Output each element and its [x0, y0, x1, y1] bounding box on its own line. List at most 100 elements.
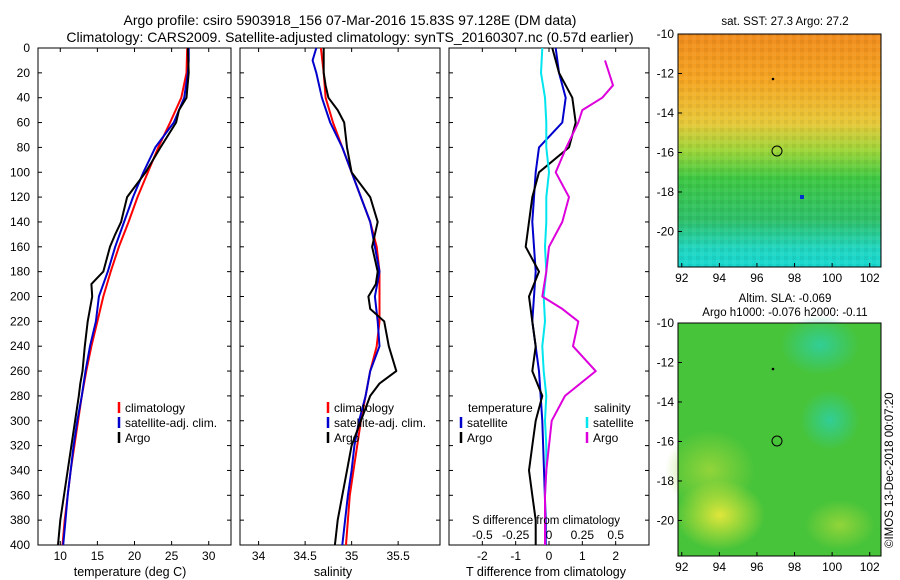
sst-map: 92 94 96 98 100 102 -10 -12 -14 -16 -18 -20: [657, 27, 882, 285]
series-line-climatology: [61, 47, 189, 546]
map-y-tick-label: -12: [657, 355, 675, 369]
x-tick-label: 25: [165, 549, 179, 563]
map-y-tick-label: -18: [657, 474, 675, 488]
s-difference-axis-label: S difference from climatology: [472, 515, 620, 527]
map-x-tick-label: 92: [675, 560, 689, 574]
x-tick-label: 34.5: [293, 549, 317, 563]
map-y-tick-label: -14: [657, 395, 675, 409]
map-x-tick-label: 100: [822, 560, 842, 574]
series-line-climatology: [319, 47, 381, 546]
sla-map-title1: Altim. SLA: -0.069: [739, 293, 832, 305]
s-diff-tick-label: -0.25: [502, 528, 530, 542]
map-x-tick-label: 96: [750, 271, 764, 285]
map-y-tick-label: -10: [657, 27, 675, 41]
sla-map-x-ticks: 92 94 96 98 100 102: [675, 552, 880, 574]
x-tick-label: 30: [202, 549, 216, 563]
depth-tick-label: 220: [10, 314, 30, 328]
depth-axis-ticks: 0 20 40 60 80 100 120 140 160 180 200 220 240 260 280 3…: [10, 41, 649, 552]
x-tick-label: 35.5: [386, 549, 410, 563]
legend-salinity-title: salinity: [594, 401, 631, 415]
map-y-tick-label: -12: [657, 66, 675, 80]
sla-map-title2: Argo h1000: -0.076 h2000: -0.11: [702, 307, 867, 319]
x-tick-label: 20: [128, 549, 142, 563]
depth-tick-label: 340: [10, 463, 30, 477]
map-x-tick-label: 98: [788, 560, 802, 574]
figure-title-line1: Argo profile: csiro 5903918_156 07-Mar-2…: [124, 12, 577, 28]
depth-tick-label: 140: [10, 215, 30, 229]
sla-map: 92 94 96 98 100 102 -10 -12 -14 -16 -18 -20: [657, 315, 882, 574]
map-x-tick-label: 102: [860, 560, 880, 574]
depth-tick-label: 200: [10, 290, 30, 304]
salinity-panel-frame: [239, 47, 441, 546]
depth-tick-label: 240: [10, 339, 30, 353]
sla-map-y-ticks: -10 -12 -14 -16 -18 -20: [657, 316, 682, 527]
s-diff-tick-label: 0: [546, 528, 553, 542]
legend-satellite-label: satellite-adj. clim.: [334, 416, 426, 430]
series-line-satellite-adj-clim-: [311, 47, 381, 546]
legend-satellite-label: satellite-adj. clim.: [125, 416, 217, 430]
depth-tick-label: 100: [10, 165, 30, 179]
difference-legend: temperature satellite Argo salinity sate…: [459, 401, 634, 445]
sst-map-frame: [677, 33, 882, 268]
sla-high-region: [780, 315, 860, 375]
map-x-tick-label: 96: [750, 560, 764, 574]
map-y-tick-label: -10: [657, 316, 675, 330]
salinity-axis-label: salinity: [314, 565, 353, 579]
x-tick-label: 1: [579, 549, 586, 563]
sst-map-x-ticks: 92 94 96 98 100 102: [675, 263, 880, 285]
sst-previous-location-marker: [771, 77, 775, 81]
depth-tick-label: 80: [17, 140, 31, 154]
temperature-panel: 10 15 20 25 30: [54, 47, 216, 563]
x-tick-label: 35: [345, 549, 359, 563]
x-tick-label: -2: [477, 549, 488, 563]
depth-tick-label: 380: [10, 513, 30, 527]
depth-tick-label: 180: [10, 265, 30, 279]
sst-anomaly-pixel: [800, 195, 804, 199]
map-y-tick-label: -16: [657, 145, 675, 159]
map-x-tick-label: 92: [675, 271, 689, 285]
difference-panel: -2 -1 0 1 2 -0.5 -0.25 0 0.25 0.5: [472, 47, 624, 563]
x-tick-label: 15: [91, 549, 105, 563]
legend-argo-label: Argo: [125, 431, 151, 445]
sla-argo-location-marker: [771, 435, 783, 447]
depth-tick-label: 360: [10, 488, 30, 502]
temperature-axis-label: temperature (deg C): [74, 565, 187, 579]
x-tick-label: 0: [546, 549, 553, 563]
legend-temp-argo-label: Argo: [467, 431, 493, 445]
legend-sal-argo-label: Argo: [593, 431, 619, 445]
map-x-tick-label: 102: [860, 271, 880, 285]
x-tick-label: -1: [510, 549, 521, 563]
depth-tick-label: 120: [10, 190, 30, 204]
legend-climatology-label: climatology: [125, 401, 185, 415]
sla-high-region: [800, 390, 860, 450]
imos-credit: ©IMOS 13-Dec-2018 00:07:20: [884, 392, 896, 548]
depth-tick-label: 40: [17, 91, 31, 105]
series-line-temperature-satellite: [531, 47, 567, 545]
sla-previous-location-marker: [771, 367, 775, 371]
sla-low-region: [675, 480, 765, 550]
depth-tick-label: 20: [17, 66, 31, 80]
salinity-legend: climatology satellite-adj. clim. Argo: [326, 401, 426, 445]
map-x-tick-label: 94: [713, 271, 727, 285]
map-y-tick-label: -20: [657, 224, 675, 238]
legend-climatology-label: climatology: [334, 401, 394, 415]
depth-tick-label: 0: [23, 41, 30, 55]
sla-mid-region: [805, 500, 875, 550]
s-diff-tick-label: 0.25: [571, 528, 595, 542]
sst-map-y-ticks: -10 -12 -14 -16 -18 -20: [657, 27, 682, 238]
depth-tick-label: 60: [17, 116, 31, 130]
x-tick-label: 34: [252, 549, 266, 563]
sst-argo-location-marker: [771, 145, 783, 157]
depth-tick-label: 280: [10, 389, 30, 403]
sla-map-frame: [677, 322, 882, 557]
depth-tick-label: 160: [10, 240, 30, 254]
map-y-tick-label: -16: [657, 434, 675, 448]
depth-tick-label: 300: [10, 414, 30, 428]
depth-tick-label: 400: [10, 538, 30, 552]
legend-temp-satellite-label: satellite: [467, 416, 508, 430]
map-y-tick-label: -14: [657, 106, 675, 120]
map-y-tick-label: -18: [657, 185, 675, 199]
legend-temperature-title: temperature: [468, 401, 533, 415]
s-diff-tick-label: -0.5: [472, 528, 493, 542]
figure-title-line2: Climatology: CARS2009. Satellite-adjuste…: [66, 29, 633, 45]
